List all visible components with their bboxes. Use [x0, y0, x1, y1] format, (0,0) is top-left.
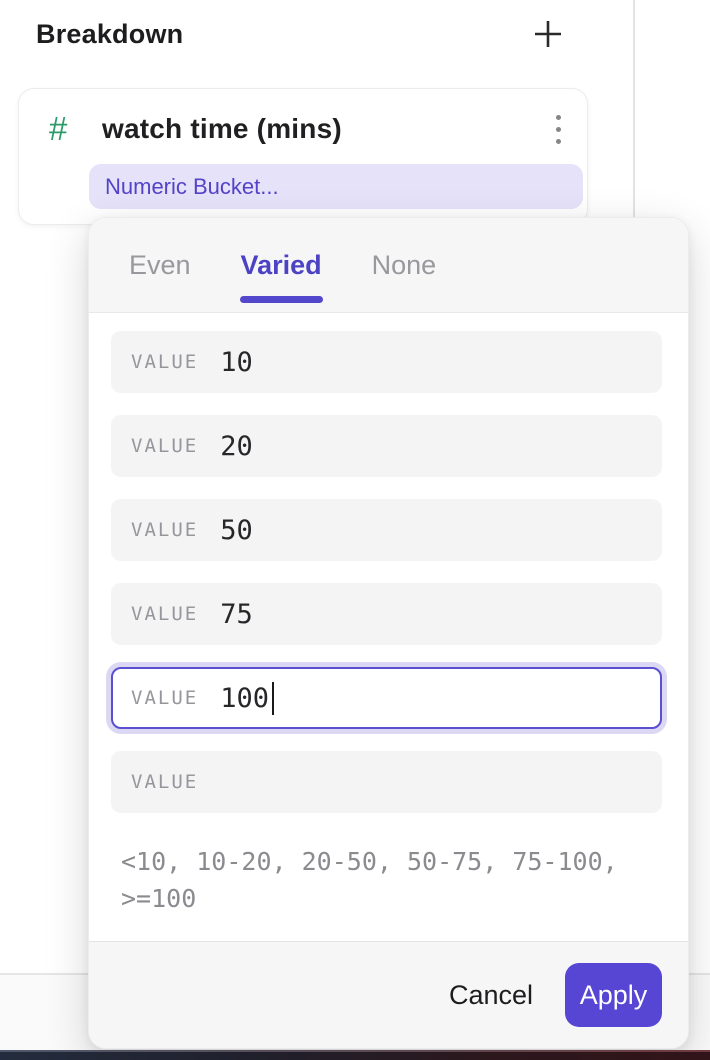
value-input-row[interactable]: VALUE 75 — [111, 583, 662, 645]
numeric-bucket-popup: Even Varied None VALUE 10 VALUE 20 VALUE… — [88, 217, 689, 1049]
tab-varied[interactable]: Varied — [239, 218, 323, 312]
value-input-text: 100 — [220, 681, 275, 715]
bucket-ranges-preview: <10, 10-20, 20-50, 50-75, 75-100, >=100 — [121, 847, 618, 913]
numeric-bucket-pill-label: Numeric Bucket... — [105, 173, 279, 199]
breakdown-field-card: # watch time (mins) Numeric Bucket... — [18, 88, 588, 225]
plus-icon — [532, 18, 564, 55]
value-prefix-label: VALUE — [131, 519, 199, 541]
add-breakdown-button[interactable] — [530, 18, 566, 54]
value-input-text: 20 — [220, 430, 253, 462]
value-prefix-label: VALUE — [131, 687, 199, 709]
breakdown-header: Breakdown — [0, 0, 633, 70]
value-input-row-empty[interactable]: VALUE — [111, 751, 662, 813]
value-input-row[interactable]: VALUE 20 — [111, 415, 662, 477]
bucket-values-list: VALUE 10 VALUE 20 VALUE 50 VALUE 75 VALU… — [89, 313, 688, 917]
value-input-row[interactable]: VALUE 50 — [111, 499, 662, 561]
cancel-button[interactable]: Cancel — [448, 979, 533, 1010]
value-input-row[interactable]: VALUE 10 — [111, 331, 662, 393]
numeric-bucket-pill[interactable]: Numeric Bucket... — [89, 164, 583, 209]
kebab-menu-icon[interactable] — [553, 113, 563, 145]
value-input-text: 10 — [220, 346, 253, 378]
value-prefix-label: VALUE — [131, 435, 199, 457]
numeric-field-icon: # — [49, 110, 68, 147]
popup-footer: Cancel Apply — [89, 941, 688, 1048]
value-prefix-label: VALUE — [131, 351, 199, 373]
apply-button[interactable]: Apply — [565, 963, 662, 1027]
tab-even[interactable]: Even — [129, 249, 191, 280]
card-header: # watch time (mins) — [19, 109, 587, 149]
value-input-text: 50 — [220, 514, 253, 546]
value-prefix-label: VALUE — [131, 771, 199, 793]
value-input-row-focused[interactable]: VALUE 100 — [111, 667, 662, 729]
value-input-text: 75 — [220, 598, 253, 630]
bucket-mode-tabbar: Even Varied None — [89, 218, 688, 313]
value-prefix-label: VALUE — [131, 603, 199, 625]
text-cursor — [271, 681, 275, 715]
tab-none[interactable]: None — [371, 249, 437, 280]
bottom-media-strip — [0, 1050, 710, 1060]
page-title: Breakdown — [36, 19, 184, 49]
field-name-label: watch time (mins) — [102, 113, 342, 144]
